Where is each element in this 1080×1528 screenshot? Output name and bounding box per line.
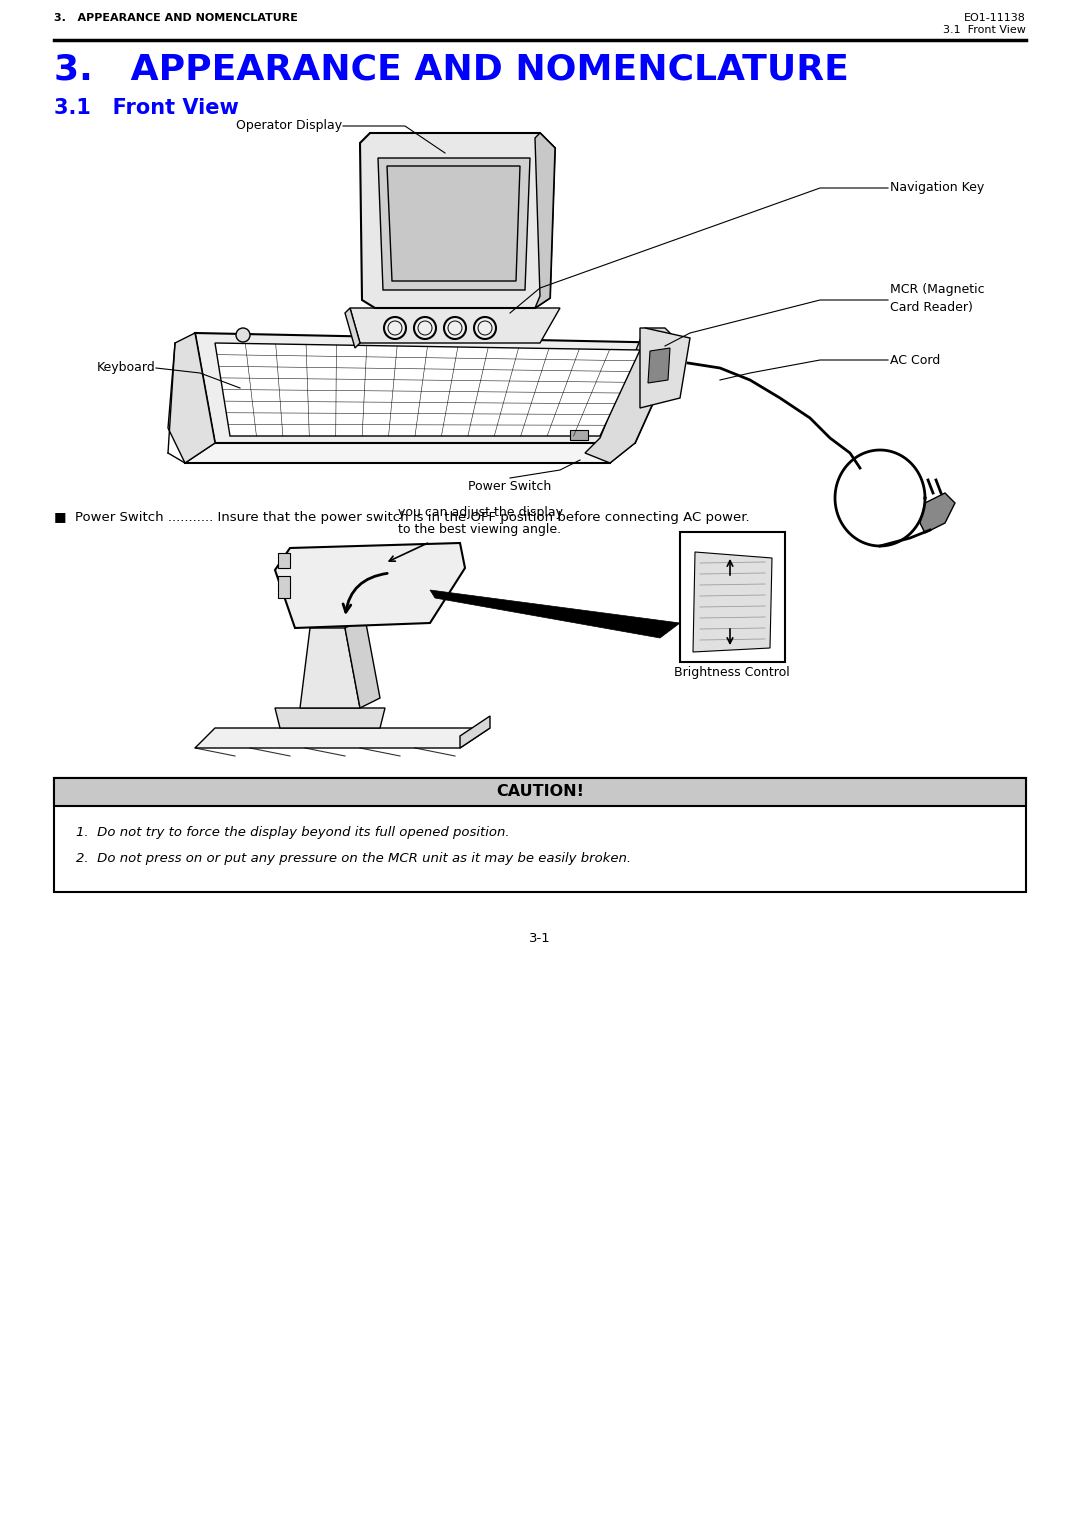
Polygon shape <box>350 309 561 342</box>
Text: CAUTION!: CAUTION! <box>496 784 584 799</box>
Text: 3.1   Front View: 3.1 Front View <box>54 98 239 118</box>
Polygon shape <box>585 329 680 463</box>
Text: ■  Power Switch ........... Insure that the power switch is in the OFF position : ■ Power Switch ........... Insure that t… <box>54 512 750 524</box>
Text: 3.   APPEARANCE AND NOMENCLATURE: 3. APPEARANCE AND NOMENCLATURE <box>54 53 849 87</box>
Polygon shape <box>345 309 360 348</box>
Polygon shape <box>195 727 490 749</box>
Polygon shape <box>535 133 555 309</box>
Polygon shape <box>693 552 772 652</box>
Polygon shape <box>360 133 555 309</box>
Polygon shape <box>648 348 670 384</box>
Polygon shape <box>345 617 380 707</box>
Polygon shape <box>185 443 635 463</box>
Circle shape <box>384 316 406 339</box>
Polygon shape <box>275 707 384 727</box>
Text: Keyboard: Keyboard <box>96 362 156 374</box>
Text: 3-1: 3-1 <box>529 932 551 944</box>
Polygon shape <box>378 157 530 290</box>
Polygon shape <box>460 717 490 749</box>
Polygon shape <box>195 333 680 443</box>
Text: you can adjust the display
to the best viewing angle.: you can adjust the display to the best v… <box>397 506 563 536</box>
Polygon shape <box>168 333 215 463</box>
Polygon shape <box>920 494 955 533</box>
Bar <box>54 778 1026 892</box>
Circle shape <box>237 329 249 342</box>
Bar <box>680 532 785 662</box>
Text: 3.1  Front View: 3.1 Front View <box>943 24 1026 35</box>
Text: EO1-11138: EO1-11138 <box>964 14 1026 23</box>
Bar <box>278 553 291 568</box>
Circle shape <box>444 316 465 339</box>
Text: 3.   APPEARANCE AND NOMENCLATURE: 3. APPEARANCE AND NOMENCLATURE <box>54 14 298 23</box>
Polygon shape <box>300 628 360 707</box>
Text: Brightness Control: Brightness Control <box>674 666 789 678</box>
Text: MCR (Magnetic
Card Reader): MCR (Magnetic Card Reader) <box>890 283 985 313</box>
Polygon shape <box>640 329 690 408</box>
Circle shape <box>414 316 436 339</box>
Text: 2.  Do not press on or put any pressure on the MCR unit as it may be easily brok: 2. Do not press on or put any pressure o… <box>76 853 631 865</box>
Text: Navigation Key: Navigation Key <box>890 182 984 194</box>
Polygon shape <box>430 590 680 639</box>
Polygon shape <box>215 342 640 435</box>
Text: 1.  Do not try to force the display beyond its full opened position.: 1. Do not try to force the display beyon… <box>76 827 510 839</box>
Polygon shape <box>387 167 519 281</box>
Text: AC Cord: AC Cord <box>890 353 941 367</box>
Text: Operator Display: Operator Display <box>235 119 342 133</box>
Bar <box>570 429 588 440</box>
Circle shape <box>474 316 496 339</box>
Polygon shape <box>275 542 465 628</box>
Bar <box>278 576 291 597</box>
Bar <box>54 778 1026 805</box>
Text: Power Switch: Power Switch <box>469 480 552 494</box>
